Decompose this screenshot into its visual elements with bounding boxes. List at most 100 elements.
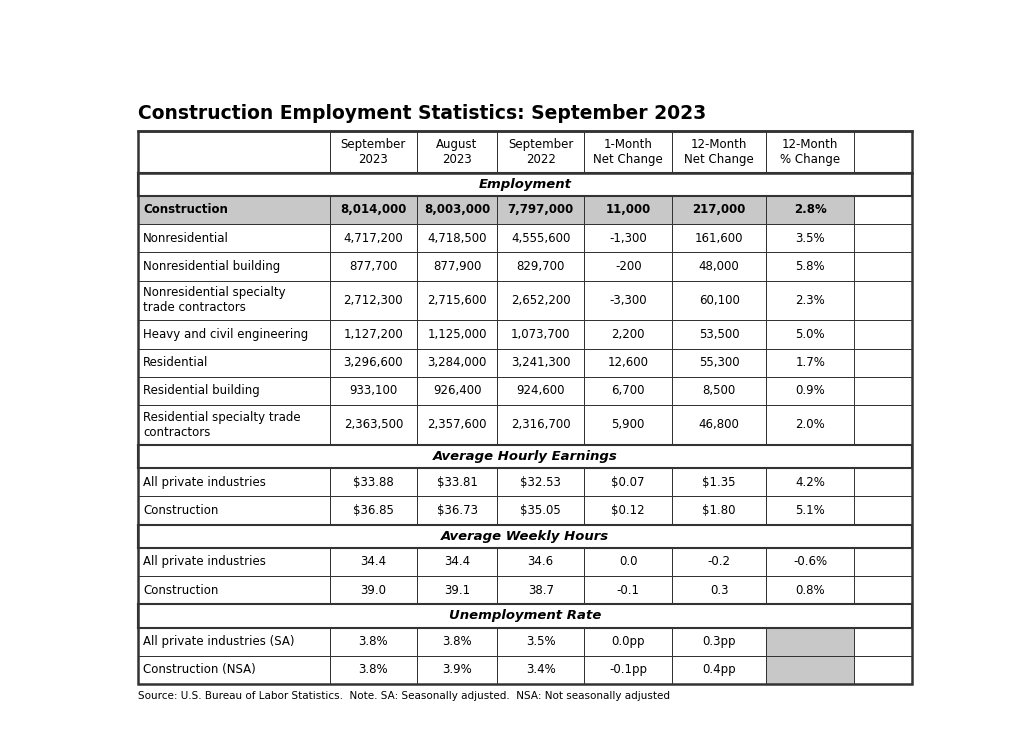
Bar [137,548,330,576]
Text: 0.0pp: 0.0pp [611,635,645,648]
Bar [585,252,672,281]
Bar [766,548,854,576]
Text: 55,300: 55,300 [699,356,739,369]
Text: 877,900: 877,900 [433,260,481,273]
Text: 3,241,300: 3,241,300 [511,356,570,369]
Text: 53,500: 53,500 [699,328,739,341]
Text: 1.7%: 1.7% [796,356,825,369]
Bar [137,656,330,684]
Bar [672,131,766,173]
Text: -1,300: -1,300 [609,232,647,245]
Text: 3,296,600: 3,296,600 [344,356,403,369]
Bar [497,628,585,656]
Bar [766,320,854,348]
Text: 2,316,700: 2,316,700 [511,418,570,431]
Text: Residential building: Residential building [143,384,260,398]
Text: 34.4: 34.4 [444,556,470,568]
Bar [137,468,330,496]
Bar [137,320,330,348]
Text: 12-Month
Net Change: 12-Month Net Change [684,137,754,165]
Text: $36.85: $36.85 [353,504,394,517]
Bar [417,320,497,348]
Bar [672,320,766,348]
Text: $1.80: $1.80 [702,504,736,517]
Bar [137,628,330,656]
Bar [137,604,912,628]
Text: Construction Employment Statistics: September 2023: Construction Employment Statistics: Sept… [137,104,706,123]
Text: Residential specialty trade
contractors: Residential specialty trade contractors [143,411,301,439]
Text: 7,797,000: 7,797,000 [508,204,573,216]
Text: All private industries (SA): All private industries (SA) [143,635,295,648]
Bar [497,468,585,496]
Bar [497,131,585,173]
Text: 12-Month
% Change: 12-Month % Change [780,137,841,165]
Bar [497,252,585,281]
Bar [137,496,330,525]
Bar [585,656,672,684]
Text: 4.2%: 4.2% [796,476,825,489]
Bar [330,468,417,496]
Bar [672,628,766,656]
Text: $35.05: $35.05 [520,504,561,517]
Bar [417,405,497,445]
Text: $1.35: $1.35 [702,476,736,489]
Bar [672,196,766,224]
Text: 1-Month
Net Change: 1-Month Net Change [593,137,664,165]
Bar [672,548,766,576]
Bar [585,196,672,224]
Bar [585,628,672,656]
Bar [766,377,854,405]
Bar [672,348,766,377]
Bar [417,196,497,224]
Bar [417,281,497,320]
Text: 5,900: 5,900 [611,418,645,431]
Bar [330,548,417,576]
Text: $0.07: $0.07 [611,476,645,489]
Text: Unemployment Rate: Unemployment Rate [449,609,601,623]
Text: 0.3pp: 0.3pp [702,635,736,648]
Text: 46,800: 46,800 [698,418,739,431]
Bar [766,131,854,173]
Text: 8,003,000: 8,003,000 [424,204,490,216]
Bar [585,320,672,348]
Bar [672,656,766,684]
Text: 11,000: 11,000 [605,204,651,216]
Bar [766,252,854,281]
Text: Construction: Construction [143,504,218,517]
Bar [672,224,766,252]
Bar [137,525,912,548]
Bar [497,377,585,405]
Text: August
2023: August 2023 [436,137,478,165]
Bar [137,131,330,173]
Bar [330,576,417,604]
Bar [672,468,766,496]
Bar [137,405,330,445]
Bar [672,377,766,405]
Text: 933,100: 933,100 [349,384,397,398]
Bar [672,281,766,320]
Text: Nonresidential building: Nonresidential building [143,260,281,273]
Bar [766,196,854,224]
Bar [330,348,417,377]
Text: 217,000: 217,000 [692,204,745,216]
Bar [137,252,330,281]
Text: 2,200: 2,200 [611,328,645,341]
Bar [585,548,672,576]
Bar [330,628,417,656]
Text: 1,073,700: 1,073,700 [511,328,570,341]
Bar [417,224,497,252]
Text: 3,284,000: 3,284,000 [427,356,486,369]
Text: 2.0%: 2.0% [796,418,825,431]
Bar [330,281,417,320]
Text: -200: -200 [614,260,641,273]
Text: 3.9%: 3.9% [442,664,472,676]
Text: 6,700: 6,700 [611,384,645,398]
Text: 0.4pp: 0.4pp [702,664,736,676]
Bar [417,468,497,496]
Text: 2.3%: 2.3% [796,294,825,307]
Bar [497,496,585,525]
Bar [137,173,912,196]
Bar [497,405,585,445]
Bar [417,496,497,525]
Bar [330,224,417,252]
